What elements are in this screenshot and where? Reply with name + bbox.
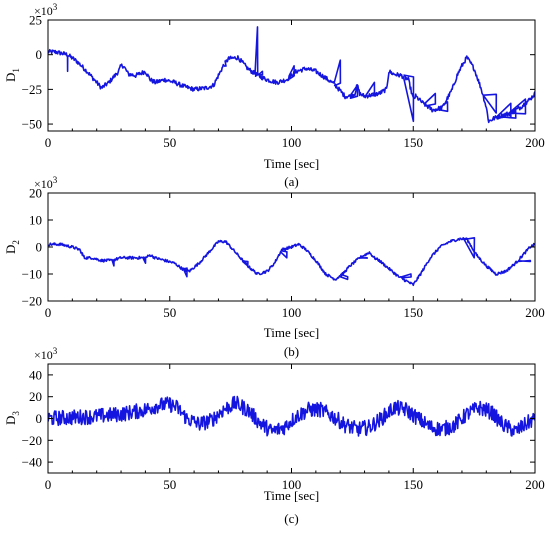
x-tick-label: 50 [163,305,176,320]
y-tick-label: −40 [22,455,42,470]
y-multiplier-base: ×10 [34,348,53,362]
y-tick-label: −20 [22,294,42,309]
y-multiplier-label: ×103 [34,2,58,18]
y-axis-title: D3 [3,411,21,425]
x-tick-label: 150 [404,135,424,150]
y-tick-label: 20 [29,389,42,404]
y-tick-label: 40 [29,367,42,382]
x-tick-label: 50 [163,135,176,150]
y-multiplier-exponent: 3 [53,346,58,356]
y-tick-label: −20 [22,433,42,448]
y-multiplier-exponent: 3 [53,2,58,12]
x-axis-title: Time [sec] [264,325,320,340]
y-axis-title-main: D [3,416,18,425]
panel-caption: (b) [284,344,299,359]
x-tick-label: 100 [282,135,302,150]
series-line [48,395,535,437]
x-tick-label: 200 [525,135,545,150]
x-tick-label: 0 [45,305,52,320]
x-tick-label: 100 [282,305,302,320]
y-axis-title: D2 [3,240,21,254]
series-line [48,26,535,124]
x-axis-title: Time [sec] [264,156,320,171]
y-multiplier-base: ×10 [34,177,53,191]
series-line [48,237,535,287]
y-tick-label: −25 [22,82,42,97]
x-tick-label: 0 [45,135,52,150]
x-tick-label: 150 [404,477,424,492]
panel-caption: (c) [284,511,298,526]
y-tick-label: 10 [29,213,42,228]
y-tick-label: −50 [22,117,42,132]
x-tick-label: 200 [525,305,545,320]
y-tick-label: 20 [29,186,42,201]
y-tick-label: −10 [22,267,42,282]
y-multiplier-label: ×103 [34,175,58,191]
y-tick-label: 0 [36,240,43,255]
y-axis-title-subscript: 1 [11,68,21,73]
x-tick-label: 150 [404,305,424,320]
panel-caption: (a) [284,174,298,189]
x-tick-label: 200 [525,477,545,492]
y-multiplier-exponent: 3 [53,175,58,185]
x-tick-label: 0 [45,477,52,492]
x-axis-title: Time [sec] [264,488,320,503]
y-axis-title-subscript: 3 [11,411,21,416]
y-tick-label: 25 [29,13,42,28]
y-tick-label: 0 [36,47,43,62]
y-multiplier-base: ×10 [34,4,53,18]
y-multiplier-label: ×103 [34,346,58,362]
y-axis-title: D1 [3,68,21,82]
y-tick-label: 0 [36,411,43,426]
y-axis-title-main: D [3,73,18,82]
y-axis-title-main: D [3,245,18,254]
y-axis-title-subscript: 2 [11,240,21,245]
x-tick-label: 50 [163,477,176,492]
x-tick-label: 100 [282,477,302,492]
